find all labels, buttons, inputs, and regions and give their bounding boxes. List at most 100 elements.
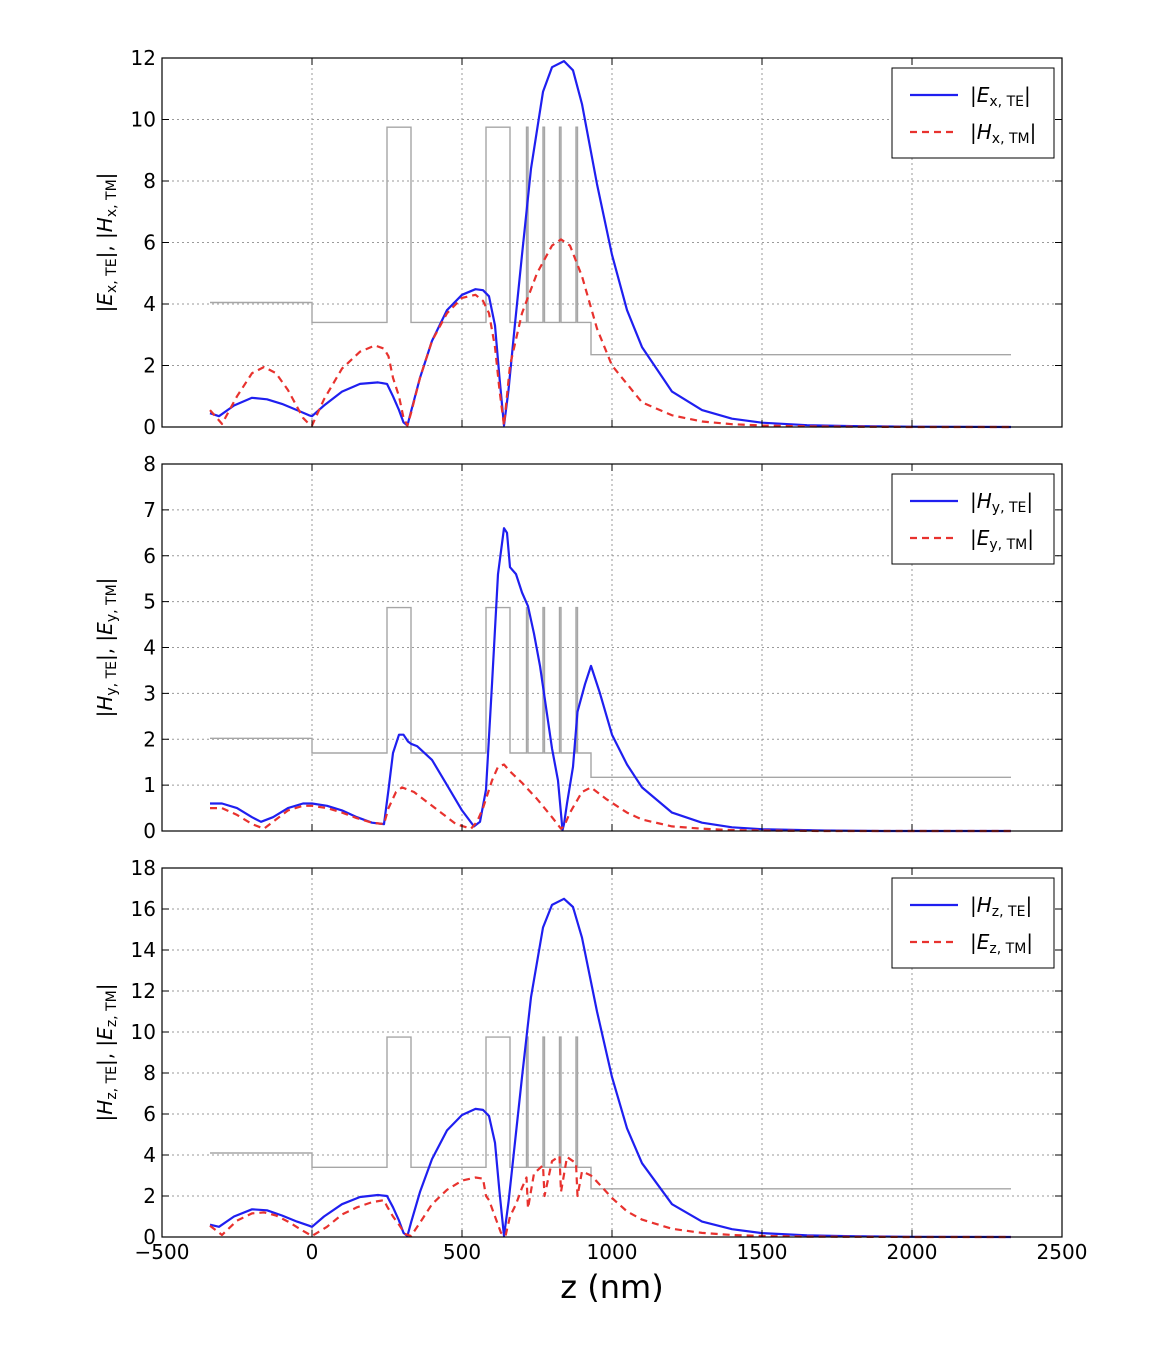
series-line-te xyxy=(209,60,1012,429)
y-tick-label: 6 xyxy=(143,1102,156,1126)
text-part: | xyxy=(1027,526,1034,550)
x-tick-label: 1000 xyxy=(587,1240,638,1264)
legend: |Hz, TE||Ez, TM| xyxy=(891,877,1055,969)
text-part: H xyxy=(93,1100,117,1115)
text-part: x, TE xyxy=(989,94,1024,110)
y-axis-label: |Hz, TE|, |Ez, TM| xyxy=(93,984,120,1122)
series-line-tm xyxy=(209,1154,1011,1239)
x-tick-label: 0 xyxy=(306,1240,319,1264)
text-part: |, | xyxy=(93,635,117,661)
y-tick-label: 10 xyxy=(131,108,156,132)
text-part: y, TE xyxy=(992,500,1027,516)
text-part: H xyxy=(977,893,992,917)
y-tick-label: 0 xyxy=(143,1225,156,1249)
y-tick-label: 6 xyxy=(143,231,156,255)
text-part: | xyxy=(970,83,977,107)
y-tick-label: 18 xyxy=(131,856,156,880)
text-part: | xyxy=(93,578,117,585)
text-part: H xyxy=(977,489,992,513)
text-part: y, TE xyxy=(104,661,120,696)
text-part: | xyxy=(1025,893,1032,917)
text-part: E xyxy=(93,622,117,635)
text-part: E xyxy=(93,1027,117,1040)
text-part: | xyxy=(1026,489,1033,513)
y-tick-label: 0 xyxy=(143,415,156,439)
text-part: H xyxy=(977,120,992,144)
text-part: E xyxy=(977,526,990,550)
x-tick-label: 500 xyxy=(443,1240,481,1264)
legend-label: |Hy, TE| xyxy=(970,489,1033,516)
y-tick-label: 6 xyxy=(143,544,156,568)
legend-label: |Ex, TE| xyxy=(970,83,1031,110)
text-part: | xyxy=(93,1115,117,1122)
text-part: H xyxy=(93,696,117,711)
text-part: | xyxy=(970,526,977,550)
x-tick-label: 2000 xyxy=(887,1240,938,1264)
text-part: x, TM xyxy=(992,131,1030,147)
text-part: z, TM xyxy=(104,990,120,1027)
text-part: | xyxy=(970,893,977,917)
text-part: E xyxy=(93,293,117,306)
text-part: | xyxy=(93,711,117,718)
y-tick-label: 3 xyxy=(143,681,156,705)
refractive-index-profile xyxy=(210,1036,1011,1190)
text-part: | xyxy=(93,984,117,991)
series-line-te xyxy=(209,897,1012,1239)
y-tick-label: 1 xyxy=(143,773,156,797)
legend-box xyxy=(891,473,1055,565)
y-tick-label: 16 xyxy=(131,897,156,921)
legend-box xyxy=(891,877,1055,969)
y-tick-label: 0 xyxy=(143,819,156,843)
y-axis-label: |Ex, TE|, |Hx, TM| xyxy=(93,173,120,313)
y-tick-label: 2 xyxy=(143,1184,156,1208)
legend-label: |Hx, TM| xyxy=(970,120,1036,147)
series-line-te xyxy=(210,527,1011,833)
legend-label: |Ez, TM| xyxy=(970,930,1033,957)
y-axis-label: |Hy, TE|, |Ey, TM| xyxy=(93,578,120,718)
legend: |Hy, TE||Ey, TM| xyxy=(891,473,1055,565)
y-tick-label: 12 xyxy=(131,979,156,1003)
text-part: | xyxy=(93,173,117,180)
y-tick-label: 7 xyxy=(143,498,156,522)
y-tick-label: 2 xyxy=(143,354,156,378)
text-part: y, TM xyxy=(104,584,120,622)
y-tick-label: 4 xyxy=(143,292,156,316)
text-part: | xyxy=(970,489,977,513)
text-part: |, | xyxy=(93,232,117,258)
legend-label: |Hz, TE| xyxy=(970,893,1032,920)
x-tick-label: 1500 xyxy=(737,1240,788,1264)
series-line-tm xyxy=(210,763,1011,833)
y-tick-label: 8 xyxy=(143,452,156,476)
text-part: | xyxy=(970,930,977,954)
y-tick-label: 14 xyxy=(131,938,156,962)
series-line-tm xyxy=(209,238,1011,429)
text-part: x, TM xyxy=(104,179,120,217)
text-part: |, | xyxy=(93,1040,117,1066)
x-tick-label: 2500 xyxy=(1037,1240,1088,1264)
text-part: y, TM xyxy=(989,537,1027,553)
y-tick-label: 10 xyxy=(131,1020,156,1044)
text-part: | xyxy=(1024,83,1031,107)
legend-label: |Ey, TM| xyxy=(970,526,1034,553)
refractive-index-profile xyxy=(210,126,1011,356)
y-tick-label: 4 xyxy=(143,1143,156,1167)
text-part: E xyxy=(977,83,990,107)
refractive-index-profile xyxy=(210,606,1011,778)
legend-box xyxy=(891,67,1055,159)
text-part: | xyxy=(970,120,977,144)
y-tick-label: 5 xyxy=(143,590,156,614)
y-tick-label: 2 xyxy=(143,727,156,751)
x-tick-label: −500 xyxy=(135,1240,190,1264)
x-axis-label: z (nm) xyxy=(560,1268,663,1306)
text-part: | xyxy=(1026,930,1033,954)
y-tick-label: 8 xyxy=(143,169,156,193)
text-part: E xyxy=(977,930,990,954)
text-part: z, TE xyxy=(104,1066,120,1100)
text-part: | xyxy=(1030,120,1037,144)
y-tick-label: 12 xyxy=(131,46,156,70)
text-part: z, TM xyxy=(989,941,1026,957)
